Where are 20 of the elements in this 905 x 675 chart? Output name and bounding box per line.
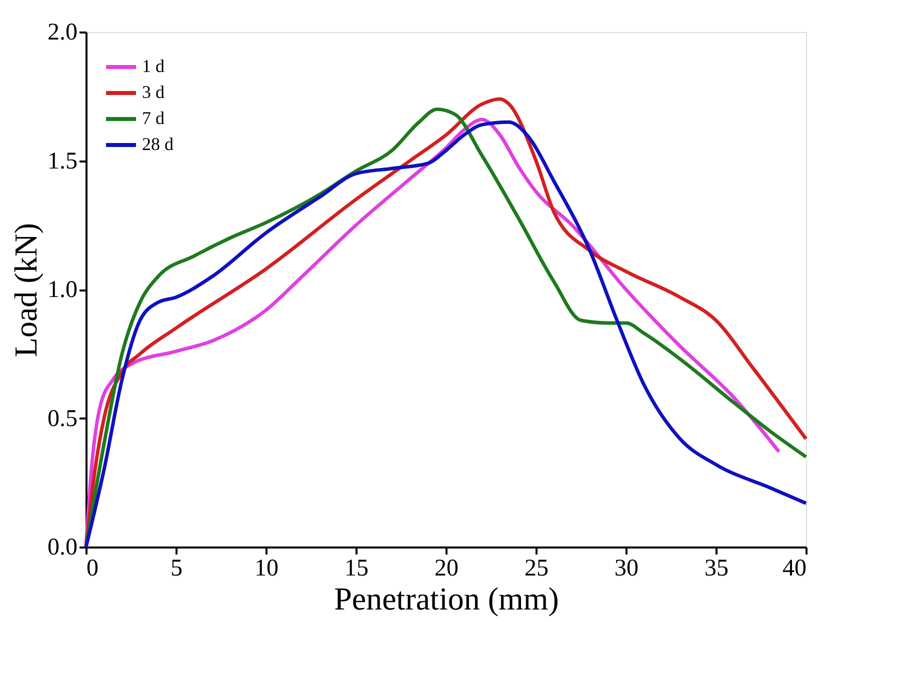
- x-axis-title: Penetration (mm): [334, 580, 559, 616]
- x-tick-label: 25: [524, 556, 548, 582]
- x-tick-label: 30: [614, 556, 638, 582]
- x-tick-label: 5: [170, 556, 182, 582]
- y-tick-label: 1.5: [48, 148, 78, 174]
- x-tick-label: 20: [434, 556, 458, 582]
- y-tick-label: 0.5: [48, 406, 78, 432]
- legend-label: 1 d: [142, 56, 164, 76]
- y-tick-label: 2.0: [48, 20, 78, 46]
- legend-label: 28 d: [142, 134, 174, 154]
- x-tick-label: 10: [254, 556, 278, 582]
- x-tick-label: 0: [86, 556, 98, 582]
- legend-label: 7 d: [142, 108, 164, 128]
- x-tick-label: 40: [782, 556, 806, 582]
- y-tick-label: 0.0: [48, 534, 78, 560]
- legend-label: 3 d: [142, 82, 164, 102]
- x-tick-label: 35: [704, 556, 728, 582]
- y-tick-label: 1.0: [48, 277, 78, 303]
- x-tick-label: 15: [344, 556, 368, 582]
- y-axis-title: Load (kN): [8, 222, 44, 358]
